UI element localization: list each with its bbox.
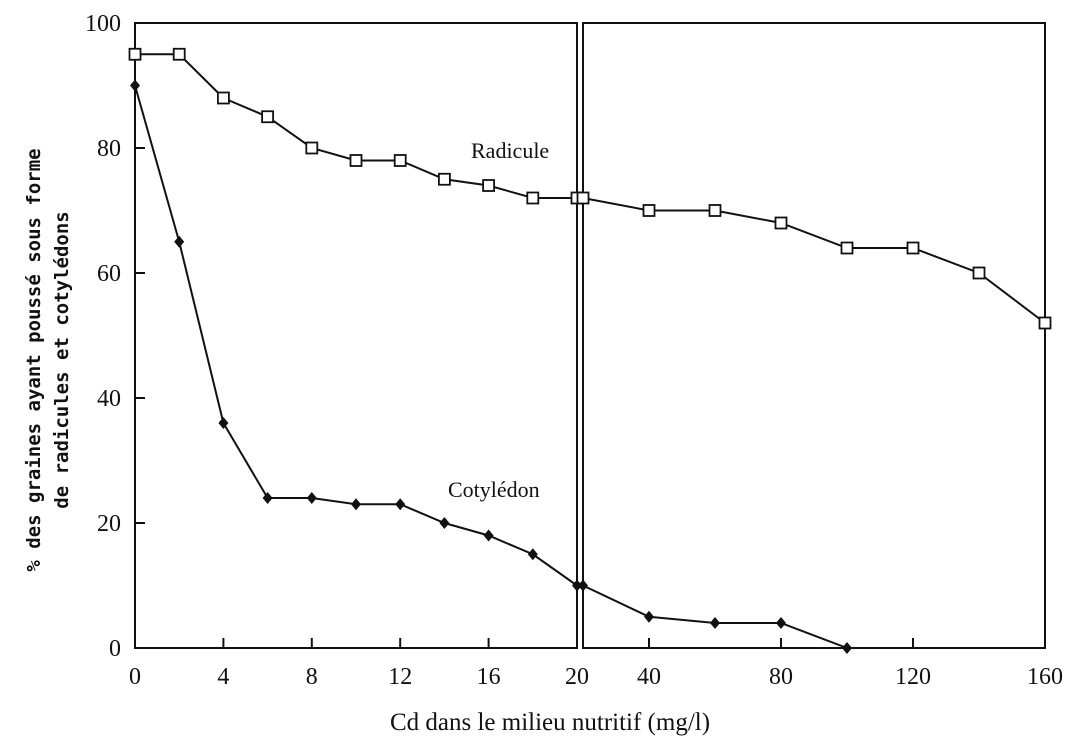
y-axis-title-line-2: de radicules et cotylédons [51, 211, 73, 508]
radicule-marker [526, 191, 540, 205]
cotyledon-marker [174, 235, 185, 248]
panel-frame-right [582, 22, 1046, 649]
series-label-radicule: Radicule [471, 138, 549, 163]
series-layer [128, 47, 1052, 654]
x-tick-label: 80 [769, 664, 793, 690]
cotyledon-marker [351, 498, 361, 511]
y-axis-title-line-1: % des graines ayant poussé sous forme [23, 148, 45, 571]
cotyledon-marker [395, 498, 406, 511]
y-tick-label: 40 [97, 386, 121, 412]
radicule-marker [1038, 316, 1052, 330]
cotyledon-marker [527, 548, 538, 561]
cotyledon-marker [306, 492, 317, 504]
x-tick-label: 16 [477, 664, 501, 690]
cotyledon-marker [218, 417, 229, 429]
cotyledon-marker [262, 492, 273, 504]
radicule-marker [261, 110, 275, 124]
radicule-marker [906, 241, 920, 255]
radicule-marker [642, 204, 656, 217]
radicule-marker [972, 266, 986, 280]
panel-frame-left [134, 22, 578, 649]
cotyledon-marker [842, 642, 852, 654]
radicule-marker [216, 91, 230, 105]
radicule-marker [172, 47, 186, 61]
radicule-marker [128, 47, 142, 61]
cotyledon-marker [578, 579, 588, 592]
y-tick-label: 80 [97, 136, 121, 162]
cotyledon-marker [483, 529, 494, 542]
x-tick-label: 0 [129, 664, 141, 690]
x-tick-label: 160 [1027, 664, 1063, 690]
x-tick-label: 12 [388, 664, 412, 690]
x-tick-label: 20 [565, 664, 589, 690]
radicule-marker [349, 154, 363, 167]
series-line-radicule [582, 197, 1046, 324]
y-tick-label: 60 [97, 261, 121, 287]
cotyledon-marker [130, 79, 140, 92]
radicule-marker [393, 154, 407, 167]
x-axis-title: Cd dans le milieu nutritif (mg/l) [390, 709, 710, 736]
radicule-marker [437, 172, 451, 186]
series-label-cotyledon: Cotylédon [448, 477, 540, 502]
x-tick-label: 40 [637, 664, 661, 690]
cotyledon-marker [572, 579, 582, 592]
radicule-marker [576, 191, 590, 205]
cotyledon-marker [644, 610, 654, 623]
x-tick-label: 120 [895, 664, 931, 690]
y-tick-label: 20 [97, 511, 121, 537]
cotyledon-marker [776, 617, 786, 629]
y-tick-label: 0 [109, 636, 121, 662]
series-line-cotyledon [582, 584, 848, 649]
cotyledon-marker [439, 517, 450, 529]
cotyledon-marker [710, 617, 720, 629]
x-axis-ticks: 0 4 8 12 16 20 40 80 120 160 [129, 638, 1063, 690]
plot-frames [134, 22, 1046, 649]
x-tick-label: 8 [306, 664, 318, 690]
radicule-marker [840, 241, 854, 255]
radicule-marker [305, 141, 319, 155]
radicule-marker [482, 179, 496, 192]
radicule-marker [774, 216, 788, 230]
x-tick-label: 4 [217, 664, 229, 690]
radicule-marker [708, 204, 722, 217]
y-tick-label: 100 [85, 11, 121, 37]
y-axis-ticks: 0 20 40 60 80 100 [85, 11, 145, 662]
series-line-radicule [135, 53, 577, 199]
